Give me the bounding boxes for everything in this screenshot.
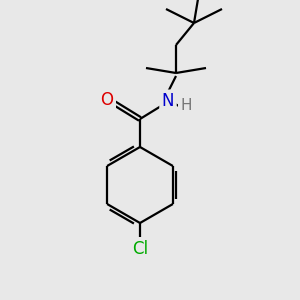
Text: H: H	[180, 98, 192, 113]
Text: Cl: Cl	[132, 240, 148, 258]
Text: O: O	[100, 91, 113, 109]
Text: N: N	[162, 92, 174, 110]
